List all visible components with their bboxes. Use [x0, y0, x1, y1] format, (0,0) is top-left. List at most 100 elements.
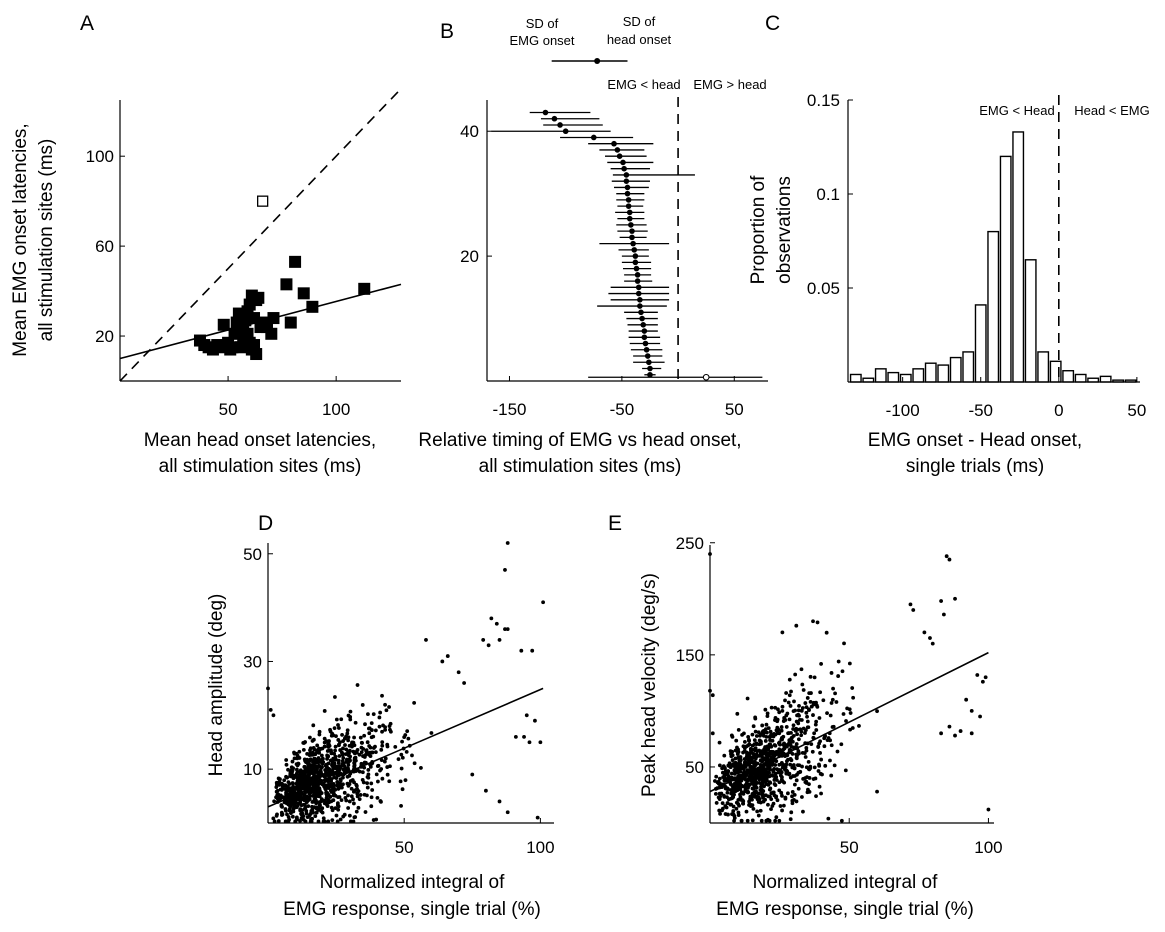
- data-point: [824, 630, 829, 635]
- data-point: [773, 763, 778, 767]
- data-point: [736, 810, 741, 815]
- data-point: [355, 683, 360, 687]
- data-point: [333, 754, 338, 759]
- y-tick-label: 40: [460, 122, 479, 141]
- data-point: [349, 786, 354, 791]
- data-point: [611, 140, 617, 147]
- data-point: [755, 749, 760, 754]
- data-point: [312, 747, 317, 752]
- data-point: [337, 742, 341, 747]
- data-point: [325, 791, 330, 795]
- data-point: [314, 768, 319, 773]
- data-point: [944, 554, 949, 559]
- data-point: [755, 809, 760, 814]
- histogram-bar: [874, 368, 887, 383]
- data-point: [969, 709, 974, 713]
- data-point: [337, 754, 342, 758]
- data-point: [792, 782, 797, 787]
- histogram-bar: [849, 373, 862, 383]
- data-point: [217, 318, 230, 331]
- data-point: [800, 750, 805, 755]
- data-point: [778, 742, 782, 747]
- data-point: [336, 758, 341, 763]
- data-point: [359, 740, 364, 745]
- data-point: [305, 797, 310, 802]
- data-point: [813, 776, 818, 781]
- data-point: [722, 778, 727, 783]
- data-point: [784, 691, 789, 695]
- histogram-bar: [1024, 259, 1037, 383]
- data-point: [819, 662, 823, 666]
- x-tick-label: 50: [1127, 401, 1146, 420]
- x-tick-label: -50: [968, 401, 993, 420]
- data-point: [347, 773, 352, 778]
- data-point: [271, 816, 276, 821]
- data-point: [318, 803, 322, 808]
- data-point: [739, 778, 744, 783]
- data-point: [333, 806, 338, 811]
- outlier-point: [702, 373, 710, 381]
- data-point: [770, 760, 775, 765]
- data-point: [300, 780, 305, 785]
- data-point: [283, 787, 288, 791]
- data-point: [748, 756, 752, 761]
- data-point: [445, 654, 450, 658]
- data-point: [625, 197, 632, 203]
- data-point: [804, 748, 809, 753]
- data-point: [302, 757, 307, 762]
- data-point: [729, 733, 734, 738]
- data-point: [330, 759, 335, 763]
- data-point: [647, 371, 653, 378]
- data-point: [311, 810, 316, 815]
- data-point: [832, 763, 837, 768]
- data-point: [729, 802, 734, 807]
- data-point: [736, 747, 740, 752]
- data-point: [792, 793, 797, 797]
- x-tick-label: 100: [322, 400, 350, 419]
- x-tick-label: -100: [886, 401, 920, 420]
- data-point: [316, 772, 321, 777]
- y-tick-label: 20: [460, 247, 479, 266]
- data-point: [345, 728, 350, 733]
- data-point: [325, 804, 330, 809]
- data-point: [720, 808, 724, 813]
- legend-label-emg-0: SD of: [526, 16, 559, 31]
- data-point: [843, 768, 848, 773]
- data-point: [747, 738, 751, 743]
- data-point: [784, 769, 789, 774]
- data-point: [313, 794, 318, 799]
- data-point: [739, 783, 744, 788]
- data-point: [362, 733, 367, 738]
- legend-label-emg-1: EMG onset: [509, 33, 574, 48]
- data-point: [321, 773, 326, 778]
- data-point: [297, 749, 302, 754]
- data-point: [848, 711, 853, 715]
- x-tick-label: 100: [974, 838, 1002, 857]
- data-point: [766, 802, 770, 807]
- data-point: [841, 712, 846, 716]
- data-point: [799, 733, 804, 738]
- data-point: [308, 757, 313, 762]
- data-point: [839, 742, 844, 747]
- data-point: [780, 793, 784, 798]
- data-point: [725, 787, 730, 792]
- data-point: [284, 316, 297, 329]
- histogram-bar: [1074, 373, 1087, 383]
- data-point: [282, 778, 287, 783]
- data-point: [734, 769, 739, 774]
- data-point: [297, 773, 302, 778]
- data-point: [773, 818, 778, 823]
- data-point: [775, 767, 779, 772]
- x-tick-label: 100: [526, 838, 554, 857]
- histogram-bar: [974, 304, 987, 383]
- data-point: [757, 767, 762, 772]
- data-point: [808, 766, 813, 771]
- data-point: [774, 815, 779, 820]
- data-point: [347, 799, 352, 804]
- data-point: [756, 795, 761, 800]
- data-point: [794, 623, 799, 628]
- data-point: [385, 772, 390, 777]
- data-point: [741, 791, 746, 796]
- data-point: [821, 698, 826, 703]
- histogram-bar: [1099, 375, 1112, 383]
